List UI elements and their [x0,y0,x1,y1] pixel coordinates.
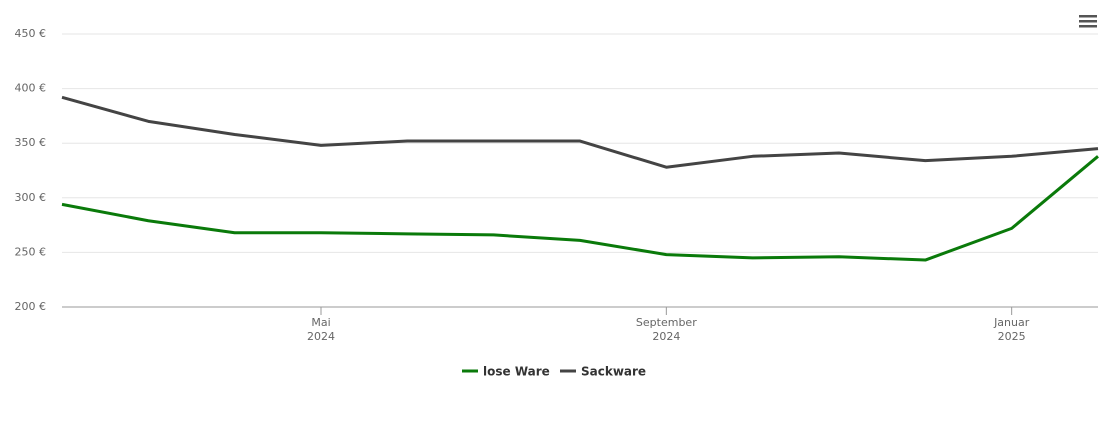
x-tick-label: September 2024 [636,316,697,343]
legend-label: lose Ware [483,365,550,379]
menu-bar [1079,25,1097,28]
y-tick-label: 350 € [15,136,47,149]
menu-bar [1079,15,1097,18]
y-tick-label: 450 € [15,27,47,40]
legend-item[interactable]: Sackware [560,365,646,379]
series-line [61,155,1099,262]
menu-button[interactable] [1079,15,1097,28]
y-tick-label: 300 € [15,191,47,204]
series-line [61,95,1099,169]
x-tick-label: Januar 2025 [993,316,1030,343]
legend-item[interactable]: lose Ware [462,365,550,379]
menu-bar [1079,20,1097,23]
legend-label: Sackware [581,365,646,379]
x-tick-label: Mai 2024 [307,316,335,343]
y-tick-label: 200 € [15,300,47,313]
y-tick-label: 400 € [15,82,47,95]
y-tick-label: 250 € [15,245,47,258]
